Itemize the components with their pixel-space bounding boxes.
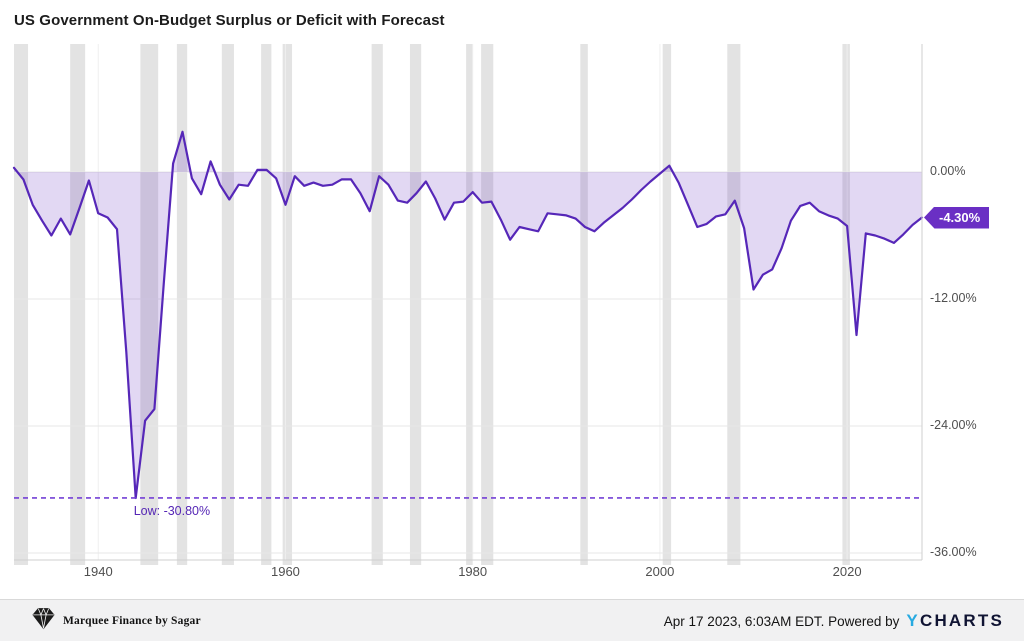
deficit-area-chart — [12, 44, 924, 565]
y-axis-label: -24.00% — [930, 418, 977, 432]
recession-band — [727, 44, 741, 565]
recession-band — [221, 44, 234, 565]
recession-band — [140, 44, 159, 565]
recession-band — [261, 44, 272, 565]
recession-band — [176, 44, 188, 565]
recession-band — [842, 44, 850, 565]
recession-band — [70, 44, 86, 565]
brand: Marquee Finance by Sagar — [30, 608, 201, 630]
footer-bar: Marquee Finance by Sagar Apr 17 2023, 6:… — [0, 599, 1024, 641]
ycharts-logo-rest: CHARTS — [919, 610, 1004, 630]
x-axis-label: 1960 — [270, 564, 300, 579]
recession-band — [580, 44, 588, 565]
diamond-icon — [32, 608, 55, 630]
recession-band — [371, 44, 383, 565]
ycharts-logo-y: Y — [906, 610, 920, 630]
recession-band — [466, 44, 473, 565]
y-axis-label: -36.00% — [930, 545, 977, 559]
brand-name: Marquee Finance by Sagar — [63, 614, 201, 627]
last-value-badge: -4.30% — [924, 206, 990, 229]
y-axis-label: 0.00% — [930, 164, 966, 178]
plot-area: Low: -30.80% -4.30% 0.00% -12.00% -24.00% -… — [12, 44, 990, 579]
ycharts-logo: YCHARTS — [906, 611, 1004, 631]
recession-band — [662, 44, 672, 565]
powered-by: Apr 17 2023, 6:03AM EDT. Powered by YCHA… — [664, 611, 1004, 631]
chart-title: US Government On-Budget Surplus or Defic… — [14, 12, 445, 29]
recession-band — [481, 44, 494, 565]
x-axis-label: 1940 — [83, 564, 113, 579]
x-axis-label: 2000 — [645, 564, 675, 579]
deficit-line — [12, 130, 924, 500]
y-axis-label: -12.00% — [930, 291, 977, 305]
timestamp-text: Apr 17 2023, 6:03AM EDT. Powered by — [663, 613, 900, 629]
recession-band — [409, 44, 422, 565]
recession-band — [282, 44, 293, 565]
low-annotation-label: Low: -30.80% — [133, 503, 211, 518]
x-axis-label: 2020 — [832, 564, 862, 579]
x-axis-label: 1980 — [458, 564, 488, 579]
recession-band — [14, 44, 29, 565]
